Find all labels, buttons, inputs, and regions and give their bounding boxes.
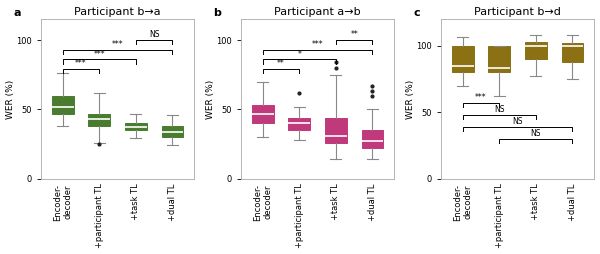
PathPatch shape (362, 130, 383, 148)
Text: a: a (13, 8, 20, 18)
Y-axis label: WER (%): WER (%) (406, 79, 415, 119)
Title: Participant b→d: Participant b→d (474, 7, 561, 17)
Text: **: ** (350, 30, 358, 39)
Text: *: * (298, 50, 301, 59)
Text: c: c (413, 8, 419, 18)
PathPatch shape (252, 105, 274, 123)
Text: NS: NS (530, 129, 541, 138)
Text: NS: NS (494, 105, 505, 114)
PathPatch shape (52, 96, 74, 114)
Text: ***: *** (112, 40, 124, 49)
Y-axis label: WER (%): WER (%) (5, 79, 14, 119)
PathPatch shape (452, 46, 473, 72)
PathPatch shape (325, 118, 347, 143)
Text: NS: NS (149, 30, 160, 39)
Title: Participant a→b: Participant a→b (274, 7, 361, 17)
Text: b: b (213, 8, 221, 18)
PathPatch shape (488, 46, 510, 72)
PathPatch shape (161, 126, 184, 137)
PathPatch shape (562, 43, 583, 62)
Y-axis label: WER (%): WER (%) (206, 79, 215, 119)
PathPatch shape (125, 123, 147, 130)
Text: ***: *** (75, 59, 87, 69)
PathPatch shape (289, 118, 310, 130)
PathPatch shape (525, 42, 547, 59)
PathPatch shape (88, 114, 110, 126)
Text: NS: NS (512, 117, 523, 126)
Text: **: ** (277, 59, 285, 69)
Text: ***: *** (94, 50, 105, 59)
Text: ***: *** (475, 93, 487, 102)
Title: Participant b→a: Participant b→a (74, 7, 161, 17)
Text: ***: *** (312, 40, 323, 49)
